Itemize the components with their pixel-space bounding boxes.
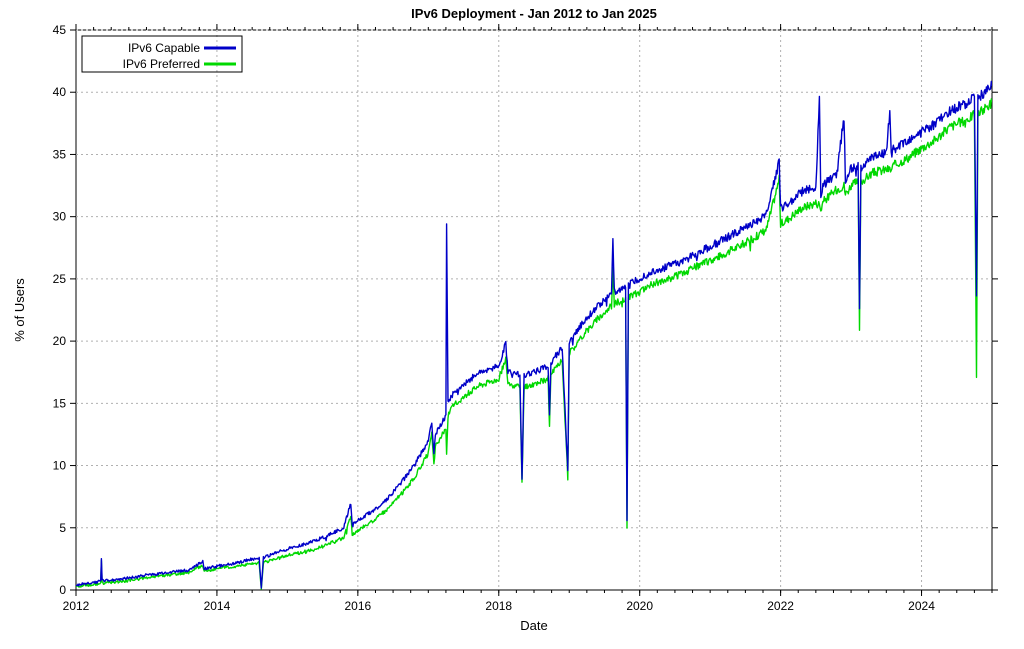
y-tick-label: 40 [53,85,67,99]
legend-label: IPv6 Capable [128,41,200,55]
y-axis-label: % of Users [12,278,27,342]
chart-svg: 0 5 10 15 20 25 30 35 40 45 2012 2014 2016 2018 2020 20… [0,0,1024,649]
y-tick-label: 15 [53,396,67,410]
y-tick-label: 35 [53,147,67,161]
chart-title: IPv6 Deployment - Jan 2012 to Jan 2025 [411,6,657,21]
y-tick-label: 45 [53,23,67,37]
x-tick-label: 2018 [485,599,512,613]
chart-container: 0 5 10 15 20 25 30 35 40 45 2012 2014 2016 2018 2020 20… [0,0,1024,649]
y-tick-label: 0 [59,583,66,597]
chart-background [0,0,1024,649]
y-tick-label: 10 [53,459,67,473]
y-tick-label: 25 [53,272,67,286]
x-tick-label: 2022 [767,599,794,613]
x-tick-label: 2016 [344,599,371,613]
x-tick-label: 2024 [908,599,935,613]
x-tick-label: 2014 [204,599,231,613]
y-tick-label: 20 [53,334,67,348]
x-tick-label: 2012 [63,599,90,613]
legend-label: IPv6 Preferred [123,57,200,71]
x-axis-label: Date [520,618,547,633]
y-tick-label: 30 [53,210,67,224]
x-tick-label: 2020 [626,599,653,613]
y-tick-label: 5 [59,521,66,535]
